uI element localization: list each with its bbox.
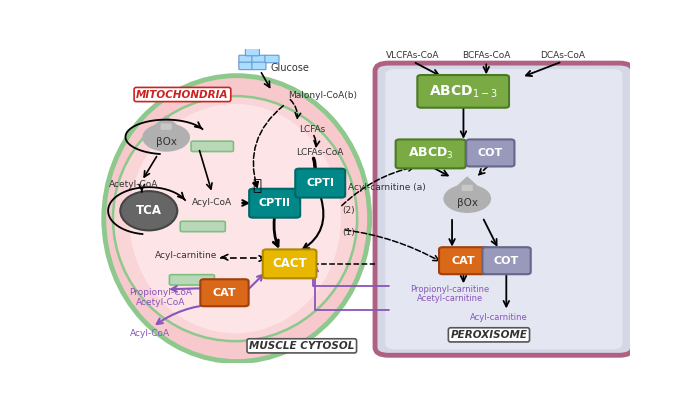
FancyBboxPatch shape: [417, 75, 509, 108]
FancyBboxPatch shape: [439, 247, 487, 274]
Text: ABCD$_{1-3}$: ABCD$_{1-3}$: [429, 83, 498, 100]
Text: Glucose: Glucose: [271, 63, 309, 73]
Text: VLCFAs-CoA: VLCFAs-CoA: [386, 51, 440, 60]
Text: Acetyl-CoA: Acetyl-CoA: [109, 180, 158, 188]
Text: CAT: CAT: [213, 288, 237, 298]
FancyBboxPatch shape: [482, 247, 531, 274]
Text: PEROXISOME: PEROXISOME: [451, 330, 528, 340]
FancyBboxPatch shape: [239, 62, 253, 70]
FancyBboxPatch shape: [466, 140, 514, 166]
Text: (2): (2): [342, 206, 355, 215]
Text: ABCD$_{3}$: ABCD$_{3}$: [408, 146, 454, 162]
Text: CPTI: CPTI: [306, 178, 334, 188]
Ellipse shape: [120, 191, 177, 231]
Text: βOx: βOx: [456, 198, 477, 208]
Text: BCFAs-CoA: BCFAs-CoA: [462, 51, 510, 60]
Text: Acyl-carnitine: Acyl-carnitine: [155, 251, 218, 260]
Text: βOx: βOx: [155, 137, 176, 146]
FancyBboxPatch shape: [395, 140, 466, 169]
Text: MUSCLE CYTOSOL: MUSCLE CYTOSOL: [249, 341, 354, 351]
Ellipse shape: [113, 96, 357, 341]
FancyBboxPatch shape: [191, 141, 233, 151]
FancyBboxPatch shape: [295, 169, 345, 197]
Text: (1): (1): [342, 228, 355, 237]
Text: CAT: CAT: [452, 256, 475, 266]
Ellipse shape: [104, 75, 370, 361]
Text: TCA: TCA: [136, 204, 162, 217]
FancyBboxPatch shape: [252, 62, 266, 70]
FancyBboxPatch shape: [265, 55, 279, 63]
FancyBboxPatch shape: [246, 48, 260, 56]
Text: Acyl-carnitine: Acyl-carnitine: [470, 313, 528, 322]
FancyBboxPatch shape: [181, 221, 225, 232]
Text: Propionyl-carnitine: Propionyl-carnitine: [410, 285, 489, 294]
Text: CPTII: CPTII: [259, 198, 290, 208]
FancyBboxPatch shape: [249, 189, 300, 217]
Polygon shape: [153, 116, 180, 128]
Text: DCAs-CoA: DCAs-CoA: [540, 51, 584, 60]
Text: Acetyl-carnitine: Acetyl-carnitine: [416, 294, 483, 303]
FancyBboxPatch shape: [169, 275, 214, 285]
Text: COT: COT: [477, 148, 503, 158]
Ellipse shape: [130, 104, 341, 333]
Text: CACT: CACT: [272, 257, 307, 271]
Text: Acyl-CoA: Acyl-CoA: [193, 198, 232, 207]
FancyBboxPatch shape: [252, 55, 266, 63]
FancyBboxPatch shape: [385, 69, 622, 349]
Text: Propionyl-CoA: Propionyl-CoA: [130, 288, 192, 297]
Text: 💀: 💀: [253, 178, 262, 193]
Text: LCFAs-CoA: LCFAs-CoA: [296, 148, 344, 157]
FancyBboxPatch shape: [262, 249, 316, 278]
FancyBboxPatch shape: [239, 55, 253, 63]
FancyBboxPatch shape: [160, 124, 172, 130]
Ellipse shape: [142, 123, 190, 152]
Text: Acyl-carnitine (a): Acyl-carnitine (a): [348, 183, 426, 192]
FancyBboxPatch shape: [462, 185, 472, 191]
Text: Malonyl-CoA(b): Malonyl-CoA(b): [288, 91, 357, 100]
Text: COT: COT: [494, 256, 519, 266]
Text: MITOCHONDRIA: MITOCHONDRIA: [136, 89, 229, 100]
Ellipse shape: [443, 184, 491, 213]
Text: Acyl-CoA: Acyl-CoA: [130, 329, 170, 338]
FancyBboxPatch shape: [200, 279, 248, 306]
Polygon shape: [454, 177, 481, 189]
FancyBboxPatch shape: [375, 63, 633, 355]
Text: Acetyl-CoA: Acetyl-CoA: [136, 298, 186, 307]
Text: LCFAs: LCFAs: [299, 124, 326, 133]
